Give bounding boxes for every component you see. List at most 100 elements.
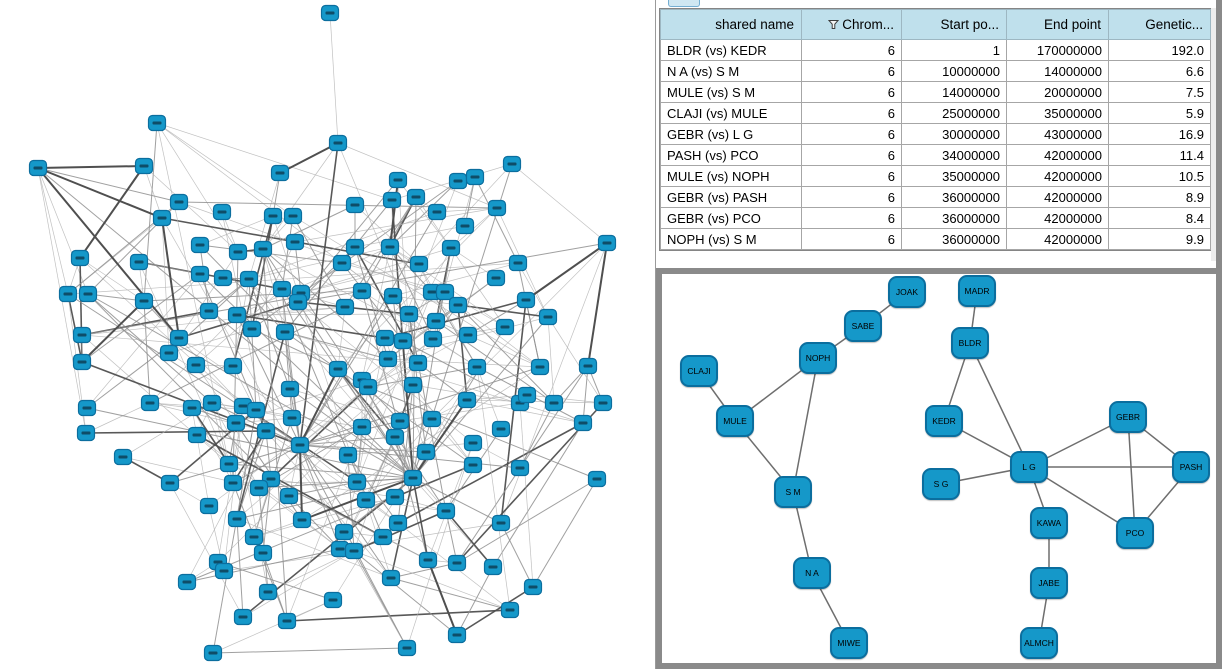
table-cell[interactable]: 14000000 (901, 81, 1007, 103)
table-cell[interactable]: MULE (vs) S M (660, 81, 802, 103)
network-node[interactable] (214, 562, 234, 580)
network-node[interactable] (72, 326, 92, 344)
network-node[interactable] (517, 386, 537, 404)
network-node[interactable] (382, 191, 402, 209)
table-cell[interactable]: 6 (801, 60, 902, 82)
network-node[interactable] (323, 591, 343, 609)
network-node[interactable] (426, 312, 446, 330)
network-node[interactable] (345, 196, 365, 214)
table-cell[interactable]: 25000000 (901, 102, 1007, 124)
network-node[interactable] (597, 234, 617, 252)
network-node[interactable] (219, 455, 239, 473)
network-node[interactable] (436, 502, 456, 520)
table-cell[interactable]: MULE (vs) NOPH (660, 165, 802, 187)
table-row[interactable]: N A (vs) S M 6 10000000 14000000 6.6 (660, 60, 1211, 82)
network-node[interactable] (423, 330, 443, 348)
network-node[interactable] (283, 207, 303, 225)
table-row[interactable]: NOPH (vs) S M 6 36000000 42000000 9.9 (660, 228, 1211, 250)
main-network-canvas[interactable] (0, 0, 655, 669)
network-node[interactable] (256, 422, 276, 440)
network-node[interactable] (290, 436, 310, 454)
network-node[interactable] (390, 412, 410, 430)
network-node[interactable] (140, 394, 160, 412)
table-cell[interactable]: 42000000 (1006, 165, 1109, 187)
network-node[interactable] (463, 456, 483, 474)
table-cell[interactable]: 42000000 (1006, 228, 1109, 250)
network-node[interactable] (448, 172, 468, 190)
network-node[interactable] (344, 542, 364, 560)
network-node[interactable] (288, 293, 308, 311)
table-cell[interactable]: 6 (801, 39, 902, 61)
network-node[interactable] (78, 285, 98, 303)
network-node[interactable] (510, 459, 530, 477)
table-cell[interactable]: GEBR (vs) PCO (660, 207, 802, 229)
network-node[interactable] (486, 269, 506, 287)
network-node[interactable] (28, 159, 48, 177)
network-node[interactable] (441, 239, 461, 257)
network-node[interactable] (272, 280, 292, 298)
network-node[interactable] (213, 269, 233, 287)
table-row[interactable]: GEBR (vs) L G 6 30000000 43000000 16.9 (660, 123, 1211, 145)
network-node[interactable] (378, 350, 398, 368)
table-cell[interactable]: GEBR (vs) PASH (660, 186, 802, 208)
network-node[interactable] (77, 399, 97, 417)
network-node[interactable] (320, 4, 340, 22)
table-cell[interactable]: 6 (801, 123, 902, 145)
column-header-shared-name[interactable]: shared name (660, 9, 802, 40)
network-node[interactable] (338, 446, 358, 464)
network-node[interactable] (177, 573, 197, 591)
network-node[interactable] (458, 326, 478, 344)
network-node[interactable] (388, 514, 408, 532)
network-node[interactable] (352, 282, 372, 300)
network-node[interactable] (169, 329, 189, 347)
network-node[interactable] (249, 479, 269, 497)
network-node[interactable] (203, 644, 223, 662)
column-header-start-position[interactable]: Start po... (901, 9, 1007, 40)
network-node[interactable] (380, 238, 400, 256)
network-node[interactable] (463, 434, 483, 452)
network-node[interactable]: CLAJI (680, 355, 718, 387)
table-cell[interactable]: 35000000 (1006, 102, 1109, 124)
network-node[interactable] (186, 356, 206, 374)
network-node[interactable]: PASH (1172, 451, 1210, 483)
network-node[interactable] (530, 358, 550, 376)
network-node[interactable] (335, 298, 355, 316)
network-node[interactable] (285, 233, 305, 251)
network-node[interactable] (406, 188, 426, 206)
table-cell[interactable]: 6 (801, 207, 902, 229)
table-cell[interactable]: 9.9 (1108, 228, 1211, 250)
network-node[interactable] (465, 168, 485, 186)
network-node[interactable] (393, 332, 413, 350)
table-cell[interactable]: 6.6 (1108, 60, 1211, 82)
table-cell[interactable]: 6 (801, 81, 902, 103)
table-row[interactable]: MULE (vs) NOPH 6 35000000 42000000 10.5 (660, 165, 1211, 187)
column-header-genetic[interactable]: Genetic... (1108, 9, 1211, 40)
table-cell[interactable]: 8.9 (1108, 186, 1211, 208)
network-node[interactable] (270, 164, 290, 182)
table-scrollbar[interactable] (1211, 8, 1217, 261)
table-cell[interactable]: 8.4 (1108, 207, 1211, 229)
network-node[interactable] (233, 608, 253, 626)
network-node[interactable] (279, 487, 299, 505)
network-node[interactable] (516, 291, 536, 309)
network-node[interactable]: PCO (1116, 517, 1154, 549)
network-node[interactable] (244, 528, 264, 546)
network-node[interactable] (495, 318, 515, 336)
network-node[interactable]: MIWE (830, 627, 868, 659)
network-node[interactable] (227, 306, 247, 324)
network-node[interactable] (134, 157, 154, 175)
table-cell[interactable]: 10.5 (1108, 165, 1211, 187)
network-node[interactable] (455, 217, 475, 235)
table-cell[interactable]: 14000000 (1006, 60, 1109, 82)
network-node[interactable] (159, 344, 179, 362)
network-node[interactable] (375, 329, 395, 347)
network-node[interactable] (399, 305, 419, 323)
table-cell[interactable]: 6 (801, 144, 902, 166)
network-node[interactable] (593, 394, 613, 412)
table-cell[interactable]: 43000000 (1006, 123, 1109, 145)
network-edge[interactable] (792, 357, 819, 493)
table-cell[interactable]: 10000000 (901, 60, 1007, 82)
network-node[interactable] (258, 583, 278, 601)
network-node[interactable] (491, 420, 511, 438)
network-node[interactable] (277, 612, 297, 630)
